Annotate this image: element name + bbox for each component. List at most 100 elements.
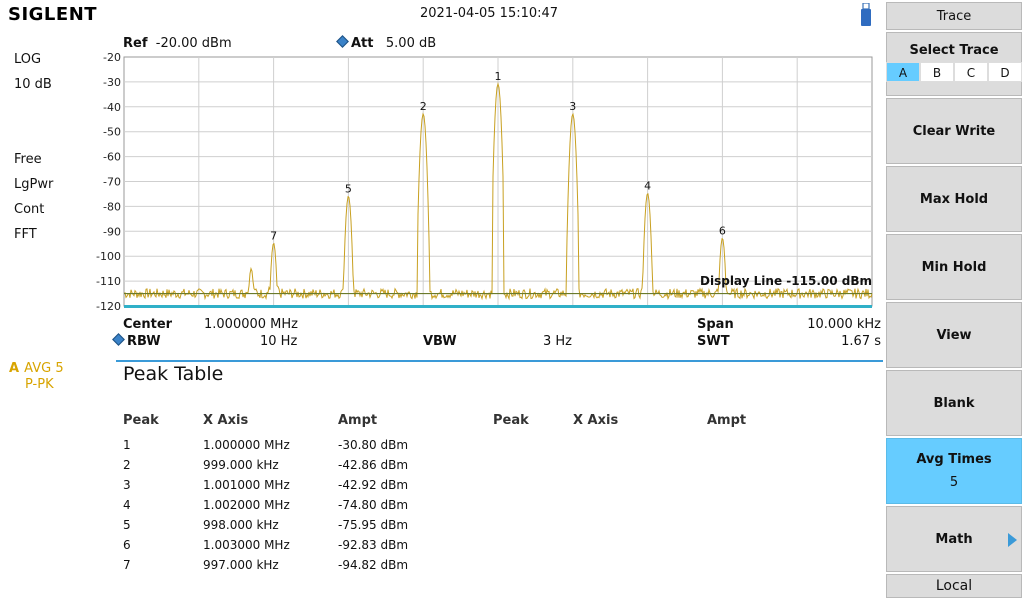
y-tick-label: -90 — [103, 225, 121, 238]
attenuation: Att 5.00 dB — [336, 35, 437, 51]
math-label: Math — [935, 531, 973, 547]
siglent-logo: SIGLENT — [8, 4, 98, 25]
swt-label: SWT — [697, 334, 730, 349]
avg-times-value: 5 — [949, 475, 959, 490]
blank-button[interactable]: Blank — [886, 370, 1022, 436]
y-tick-label: -80 — [103, 200, 121, 213]
span-label: Span — [697, 317, 734, 332]
row-3-x: 1.001000 MHz — [203, 478, 290, 492]
y-tick-label: -110 — [96, 275, 121, 288]
col-peak: Peak — [123, 413, 159, 428]
y-tick-label: -60 — [103, 151, 121, 164]
row-4-x: 1.002000 MHz — [203, 498, 290, 512]
peak-marker-label: 6 — [719, 224, 726, 237]
row-1-x: 1.000000 MHz — [203, 438, 290, 452]
peak-marker-label: 3 — [569, 100, 576, 113]
center-value[interactable]: 1.000000 MHz — [204, 317, 298, 332]
trace-letter: A — [9, 361, 20, 376]
clear-write-label: Clear Write — [912, 123, 996, 139]
submenu-arrow-icon — [1008, 533, 1017, 547]
swt-value[interactable]: 1.67 s — [841, 334, 881, 349]
row-6-ampt: -92.83 dBm — [338, 538, 409, 552]
y-tick-label: -30 — [103, 76, 121, 89]
y-axis-ticks: -20 -30 -40 -50 -60 -70 -80 -90 -100 -110 -120 — [96, 51, 121, 313]
rbw: RBW — [112, 333, 161, 349]
avg-times-label: Avg Times — [916, 452, 992, 467]
row-2-ampt: -42.86 dBm — [338, 458, 409, 472]
trace-option-b[interactable]: B — [920, 62, 954, 82]
detector-mode: LgPwr — [14, 177, 54, 192]
row-6-peak: 6 — [123, 538, 131, 552]
peak-table-title: Peak Table — [123, 363, 224, 385]
trace-selector: A B C D — [886, 62, 1022, 82]
y-tick-label: -40 — [103, 101, 121, 114]
avg-times-button[interactable]: Avg Times 5 — [886, 438, 1022, 504]
row-1-peak: 1 — [123, 438, 131, 452]
usb-icon — [861, 3, 871, 26]
scale-type: LOG — [14, 52, 42, 67]
att-value: 5.00 dB — [385, 36, 437, 51]
analysis-mode: FFT — [14, 227, 37, 242]
span-value[interactable]: 10.000 kHz — [807, 317, 881, 332]
peak-marker-label: 5 — [345, 182, 352, 195]
row-5-peak: 5 — [123, 518, 131, 532]
row-5-x: 998.000 kHz — [203, 518, 279, 532]
rbw-value[interactable]: 10 Hz — [260, 334, 298, 349]
trigger-mode: Free — [14, 152, 42, 167]
col-ampt-2: Ampt — [707, 413, 747, 428]
view-label: View — [936, 327, 972, 343]
menu-title-trace: Trace — [886, 2, 1022, 30]
peak-marker-label: 2 — [420, 100, 427, 113]
row-4-peak: 4 — [123, 498, 131, 512]
blank-label: Blank — [933, 395, 975, 411]
max-hold-label: Max Hold — [919, 191, 989, 207]
y-tick-label: -100 — [96, 250, 121, 263]
center-label: Center — [123, 317, 173, 332]
peak-marker-label: 4 — [644, 179, 651, 192]
spectrum-plot[interactable]: -20 -30 -40 -50 -60 -70 -80 -90 -100 -110 -120 1 2 3… — [0, 46, 885, 316]
sweep-mode: Cont — [14, 202, 45, 217]
plot-baseline — [124, 305, 872, 308]
max-hold-button[interactable]: Max Hold — [886, 166, 1022, 232]
view-button[interactable]: View — [886, 302, 1022, 368]
plot-grid — [123, 56, 873, 307]
row-7-x: 997.000 kHz — [203, 558, 279, 572]
scale-div: 10 dB — [14, 77, 52, 92]
trace-option-c[interactable]: C — [954, 62, 988, 82]
row-7-ampt: -94.82 dBm — [338, 558, 409, 572]
min-hold-label: Min Hold — [921, 259, 987, 275]
math-button[interactable]: Math — [886, 506, 1022, 572]
y-tick-label: -70 — [103, 176, 121, 189]
rbw-label: RBW — [127, 334, 161, 349]
display-line-label: Display Line -115.00 dBm — [700, 274, 872, 288]
trace-avg: AVG 5 — [24, 361, 64, 376]
att-label: Att — [351, 36, 374, 51]
row-3-ampt: -42.92 dBm — [338, 478, 409, 492]
select-trace-label: Select Trace — [909, 43, 999, 58]
y-tick-label: -20 — [103, 51, 121, 64]
clear-write-button[interactable]: Clear Write — [886, 98, 1022, 164]
local-button[interactable]: Local — [886, 574, 1022, 598]
separator — [116, 360, 883, 362]
row-1-ampt: -30.80 dBm — [338, 438, 409, 452]
trace-detector: P-PK — [25, 377, 54, 392]
row-5-ampt: -75.95 dBm — [338, 518, 409, 532]
row-2-peak: 2 — [123, 458, 131, 472]
trace-option-d[interactable]: D — [988, 62, 1022, 82]
trace-option-a[interactable]: A — [886, 62, 920, 82]
date-time: 2021-04-05 15:10:47 — [420, 6, 559, 21]
y-tick-label: -120 — [96, 300, 121, 313]
y-tick-label: -50 — [103, 126, 121, 139]
softkey-menu: Trace Select Trace A B C D Clear Write M… — [886, 0, 1024, 600]
row-3-peak: 3 — [123, 478, 131, 492]
row-7-peak: 7 — [123, 558, 131, 572]
col-x-axis: X Axis — [203, 413, 249, 428]
min-hold-button[interactable]: Min Hold — [886, 234, 1022, 300]
col-x-axis-2: X Axis — [573, 413, 619, 428]
rbw-diamond-icon — [112, 333, 125, 346]
vbw-value[interactable]: 3 Hz — [543, 334, 573, 349]
peak-markers: 1 2 3 4 5 6 7 — [270, 70, 726, 245]
col-peak-2: Peak — [493, 413, 529, 428]
ref-value: -20.00 dBm — [155, 36, 232, 51]
col-ampt: Ampt — [338, 413, 378, 428]
